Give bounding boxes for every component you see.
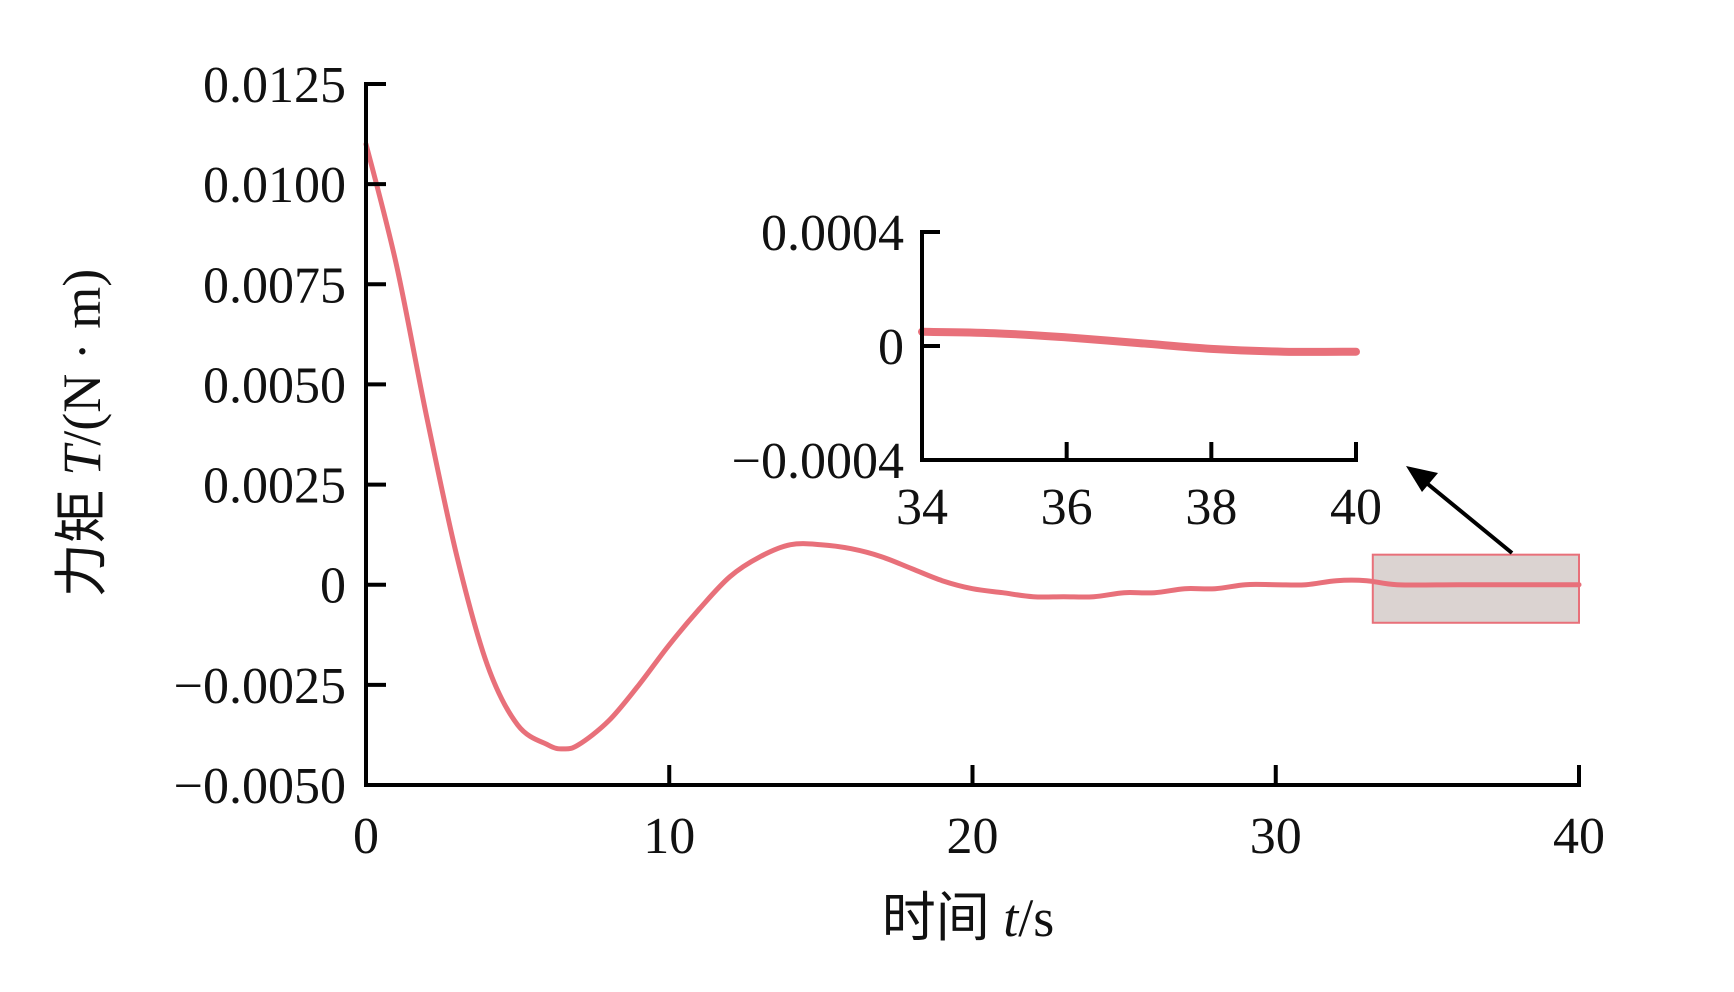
arrow-line: [1416, 474, 1514, 555]
inset-x-tick-label: 36: [1041, 479, 1093, 536]
y-tick-label: 0.0050: [203, 357, 346, 414]
inset-y-tick-label: 0.0004: [761, 205, 904, 262]
arrow-head: [1406, 466, 1438, 492]
y-tick-label: −0.0025: [174, 658, 346, 715]
x-tick-label: 30: [1250, 808, 1302, 865]
x-axis-title: 时间 t/s: [882, 888, 1055, 948]
x-tick-label: 20: [947, 808, 999, 865]
zoom-region-box: [1371, 553, 1581, 624]
y-tick-label: 0.0100: [203, 157, 346, 214]
y-tick-label: 0.0075: [203, 257, 346, 314]
y-tick-label: 0: [320, 558, 346, 615]
inset-x-tick-label: 34: [896, 479, 948, 536]
series-line: [363, 141, 1582, 752]
inset-y-tick-label: −0.0004: [732, 433, 904, 490]
inset-x-tick-label: 40: [1330, 479, 1382, 536]
inset-y-tick-label: 0: [878, 319, 904, 376]
y-tick-label: 0.0025: [203, 458, 346, 515]
y-tick-label: −0.0050: [174, 758, 346, 815]
y-axis-title: 力矩 T/(N · m): [52, 269, 112, 598]
x-tick-label: 40: [1553, 808, 1605, 865]
y-tick-label: 0.0125: [203, 57, 346, 114]
x-tick-label: 10: [643, 808, 695, 865]
x-tick-label: 0: [353, 808, 379, 865]
inset-series-line: [918, 327, 1360, 356]
inset-plot: −0.0004 0 0.0004 34 36 38 40: [732, 205, 1382, 536]
inset-x-tick-label: 38: [1185, 479, 1237, 536]
main-plot: −0.0050 −0.0025 0 0.0025 0.0050 0.0075 0.0100 0…: [174, 57, 1605, 865]
